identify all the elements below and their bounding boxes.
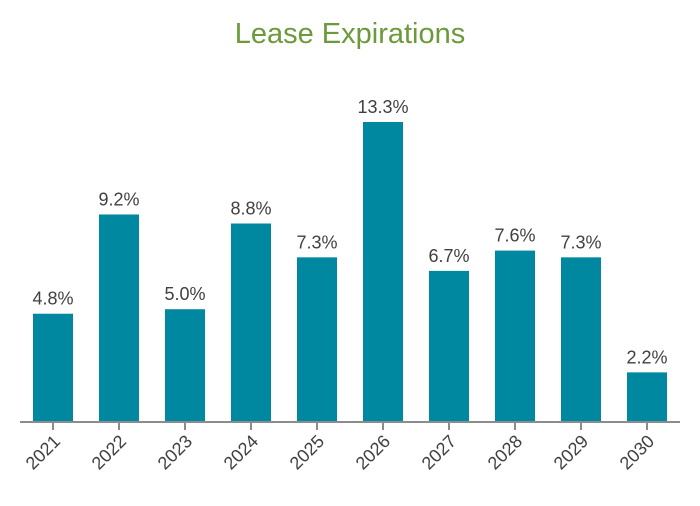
x-tick-label-2022: 2022 <box>88 431 130 473</box>
chart-title: Lease Expirations <box>235 18 466 50</box>
x-tick-label-2030: 2030 <box>616 431 658 473</box>
data-label-2030: 2.2% <box>626 347 667 367</box>
bar-2028 <box>495 250 535 422</box>
data-label-2021: 4.8% <box>32 289 73 309</box>
data-label-2029: 7.3% <box>560 232 601 252</box>
bar-2026 <box>363 122 403 422</box>
data-label-2022: 9.2% <box>98 189 139 209</box>
x-tick-label-2026: 2026 <box>352 431 394 473</box>
x-tick-label-2027: 2027 <box>418 431 460 473</box>
x-axis-ticks <box>52 422 648 430</box>
bar-2025 <box>297 257 337 422</box>
bar-2030 <box>627 372 667 422</box>
x-tick-label-2028: 2028 <box>484 431 526 473</box>
bars-layer <box>33 122 667 422</box>
data-label-2028: 7.6% <box>494 226 535 246</box>
x-axis-tick-labels: 2021 2022 2023 2024 2025 2026 2027 2028 2029 2030 <box>22 431 658 473</box>
data-label-2023: 5.0% <box>164 284 205 304</box>
bar-2027 <box>429 270 469 422</box>
bar-2021 <box>33 313 73 422</box>
bar-2024 <box>231 223 271 422</box>
data-label-2024: 8.8% <box>230 199 271 219</box>
data-label-2026: 13.3% <box>357 97 408 117</box>
bar-2023 <box>165 309 205 422</box>
x-tick-label-2021: 2021 <box>22 431 64 473</box>
data-label-2027: 6.7% <box>428 246 469 266</box>
x-tick-label-2024: 2024 <box>220 431 262 473</box>
x-tick-label-2029: 2029 <box>550 431 592 473</box>
bar-2022 <box>99 214 139 422</box>
x-tick-label-2023: 2023 <box>154 431 196 473</box>
x-tick-label-2025: 2025 <box>286 431 328 473</box>
data-label-2025: 7.3% <box>296 232 337 252</box>
data-labels-layer: 4.8% 9.2% 5.0% 8.8% 7.3% 13.3% 6.7% 7.6% 7.3% 2.2… <box>32 97 667 367</box>
bar-2029 <box>561 257 601 422</box>
